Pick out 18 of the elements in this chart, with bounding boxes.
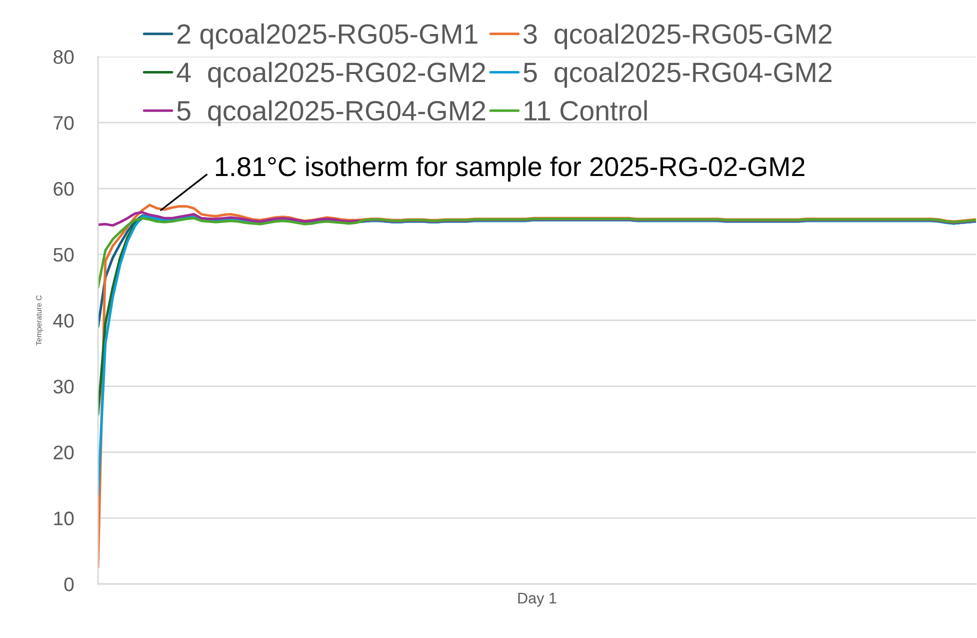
y-tick-label: 40 xyxy=(53,314,74,328)
y-tick-label: 20 xyxy=(54,446,74,460)
x-axis-title: Day 1 xyxy=(518,592,556,607)
y-tick-label: 60 xyxy=(54,182,74,196)
legend-label: 5 qcoal2025-RG04-GM2 xyxy=(177,100,486,126)
legend-label: 11 Control xyxy=(524,100,647,121)
legend-label: 3 qcoal2025-RG05-GM2 xyxy=(524,23,832,50)
legend-label: 2 qcoal2025-RG05-GM1 xyxy=(177,23,478,50)
annotation: 1.81°C isotherm for sample for 2025-RG-02-GM2 xyxy=(216,156,804,182)
legend-label: 5 qcoal2025-RG04-GM2 xyxy=(524,62,832,88)
y-tick-label: 30 xyxy=(54,380,74,394)
y-tick-label: 0 xyxy=(64,577,74,592)
y-tick-label: 10 xyxy=(54,512,74,526)
legend-label: 4 qcoal2025-RG02-GM2 xyxy=(176,62,486,88)
line-series xyxy=(98,216,976,289)
y-tick-label: 80 xyxy=(54,50,74,64)
y-tick-label: 50 xyxy=(54,248,74,262)
y-tick-label: 70 xyxy=(54,116,74,130)
